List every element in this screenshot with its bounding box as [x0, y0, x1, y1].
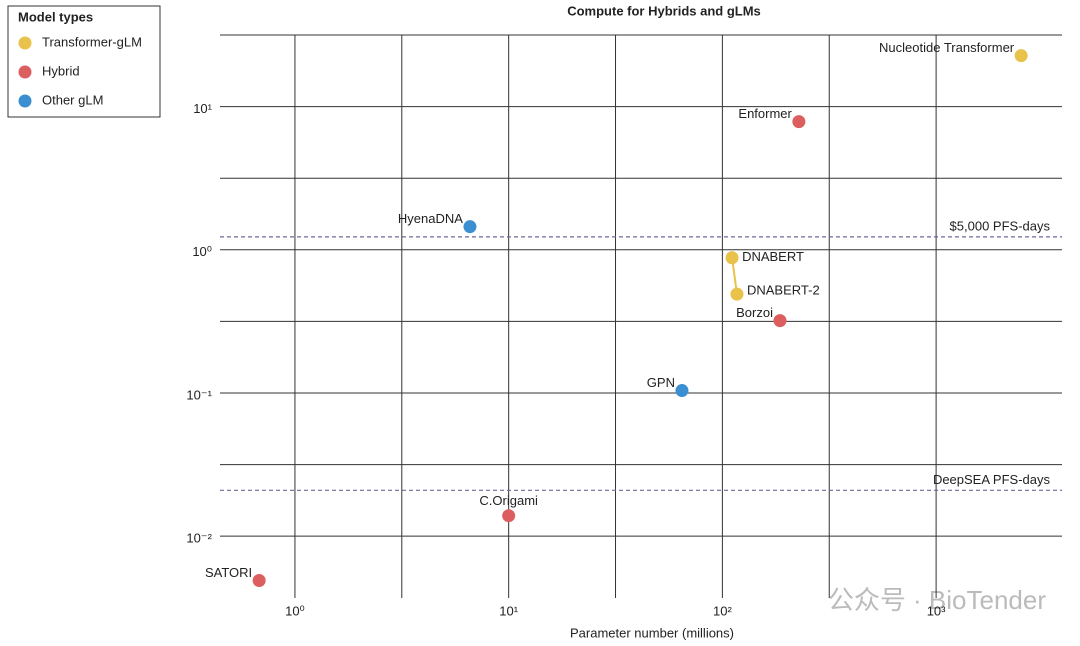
legend-label: Transformer-gLM: [42, 34, 142, 49]
point-label: Borzoi: [736, 305, 773, 320]
point-label: C.Origami: [479, 493, 538, 508]
point: [675, 384, 689, 398]
x-tick-label: 10³: [927, 603, 946, 618]
point: [1014, 49, 1028, 63]
reference-label: DeepSEA PFS-days: [933, 472, 1051, 487]
point: [773, 314, 787, 328]
x-axis-label: Parameter number (millions): [570, 625, 734, 640]
legend-title: Model types: [18, 9, 93, 24]
legend-label: Other gLM: [42, 92, 103, 107]
reference-label: $5,000 PFS-days: [950, 218, 1051, 233]
point-label: GPN: [647, 375, 675, 390]
legend-marker: [18, 65, 32, 79]
point: [792, 115, 806, 129]
point: [730, 287, 744, 301]
legend-box: [7, 5, 161, 118]
watermark: 公众号 · BioTender: [828, 585, 1047, 615]
legend-marker: [18, 94, 32, 108]
point-label: SATORI: [205, 565, 252, 580]
point-label: HyenaDNA: [398, 211, 463, 226]
legend-label: Hybrid: [42, 63, 80, 78]
point-label: DNABERT: [742, 249, 804, 264]
point-label: Nucleotide Transformer: [879, 40, 1015, 55]
y-tick-label: 10⁻²: [186, 531, 212, 546]
y-tick-label: 10⁻¹: [186, 387, 212, 402]
point: [725, 251, 739, 265]
point: [252, 574, 266, 588]
chart-title: Compute for Hybrids and gLMs: [567, 3, 761, 18]
y-tick-label: 10¹: [193, 101, 212, 116]
legend-marker: [18, 36, 32, 50]
point-label: Enformer: [738, 106, 792, 121]
point: [463, 220, 477, 234]
point-label: DNABERT-2: [747, 283, 820, 298]
y-tick-label: 10⁰: [192, 244, 212, 259]
point: [502, 509, 516, 523]
x-tick-label: 10⁰: [285, 603, 305, 618]
x-tick-label: 10²: [713, 603, 732, 618]
x-tick-label: 10¹: [499, 603, 518, 618]
